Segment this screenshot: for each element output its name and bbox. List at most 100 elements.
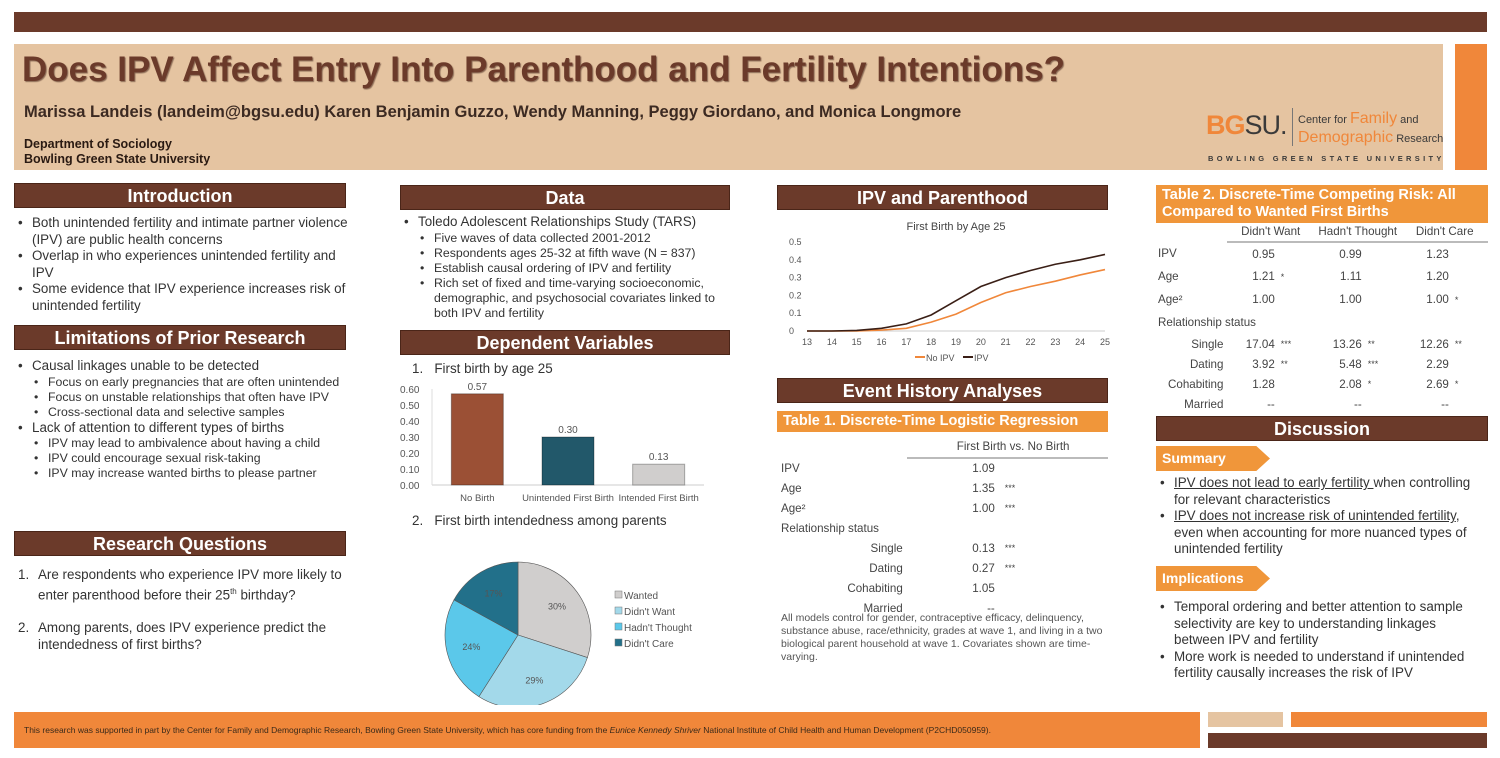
dv-item-2: 2. First birth intendedness among parent… bbox=[412, 513, 667, 528]
chart-title: First Birth by Age 25 bbox=[906, 221, 1005, 233]
list-item: Cross-sectional data and selective sampl… bbox=[14, 405, 350, 420]
logo-text: Center for bbox=[1298, 114, 1347, 126]
column-header: Hadn't Thought bbox=[1313, 222, 1402, 243]
research-questions-list: 1. Are respondents who experience IPV mor… bbox=[14, 567, 350, 670]
list-item: IPV does not increase risk of unintended… bbox=[1156, 508, 1488, 558]
row-label: IPV bbox=[1158, 247, 1177, 260]
list-item: Overlap in who experiences unintended fe… bbox=[14, 248, 350, 281]
cell-value: 1.00 bbox=[1339, 293, 1362, 306]
significance bbox=[1449, 394, 1488, 414]
emphasis: IPV does not lead to early fertility bbox=[1174, 475, 1374, 490]
y-tick-label: 0.10 bbox=[400, 465, 420, 476]
list-item: Five waves of data collected 2001-2012 bbox=[400, 231, 730, 246]
row-label: Age bbox=[781, 481, 802, 495]
footer-text: National Institute of Child Health and H… bbox=[700, 725, 991, 735]
table-row: Age² 1.00 1.00 1.00 * bbox=[1158, 288, 1488, 311]
section-ipv-parenthood: IPV and Parenthood bbox=[777, 185, 1108, 210]
cell-value: 0.95 bbox=[1252, 247, 1275, 261]
bar bbox=[541, 436, 595, 486]
cell-value: 0.99 bbox=[1339, 247, 1362, 261]
x-tick-label: 20 bbox=[976, 337, 986, 347]
significance: *** bbox=[1004, 483, 1016, 493]
cell-value: 2.69 bbox=[1426, 377, 1449, 391]
y-tick-label: 0 bbox=[789, 326, 794, 336]
list-item: Lack of attention to different types of … bbox=[14, 420, 350, 437]
table-row: Cohabiting 1.28 2.08 * 2.69 * bbox=[1158, 374, 1488, 394]
significance bbox=[1275, 242, 1314, 265]
logo-text: Research bbox=[1396, 133, 1444, 145]
section-research-questions: Research Questions bbox=[14, 531, 346, 556]
section-discussion: Discussion bbox=[1156, 416, 1488, 441]
slice-label: 17% bbox=[484, 589, 502, 599]
list-item: Focus on unstable relationships that oft… bbox=[14, 390, 350, 405]
x-tick-label: 18 bbox=[926, 337, 936, 347]
y-tick-label: 0.40 bbox=[400, 417, 420, 428]
list-item: Establish causal ordering of IPV and fer… bbox=[400, 261, 730, 276]
implications-label: Implications bbox=[1156, 566, 1270, 591]
cell-value: 12.26 bbox=[1419, 337, 1449, 351]
section-limitations: Limitations of Prior Research bbox=[14, 325, 346, 350]
legend-label: IPV bbox=[974, 353, 989, 363]
bar bbox=[450, 393, 504, 486]
list-item: IPV may increase wanted births to please… bbox=[14, 466, 350, 481]
significance bbox=[1275, 288, 1314, 311]
cell-value: 2.29 bbox=[1426, 357, 1449, 371]
question-text: birthday? bbox=[236, 586, 296, 602]
significance: *** bbox=[1004, 543, 1016, 553]
table2-title: Table 2. Discrete-Time Competing Risk: A… bbox=[1156, 185, 1488, 223]
table-row: Single 0.13 *** bbox=[781, 538, 1108, 558]
section-dependent-variables: Dependent Variables bbox=[400, 330, 730, 355]
poster-title: Does IPV Affect Entry Into Parenthood an… bbox=[22, 50, 1065, 89]
x-tick-label: 13 bbox=[802, 337, 812, 347]
research-question: 2. Among parents, does IPV experience pre… bbox=[14, 620, 350, 653]
legend-swatch bbox=[614, 622, 623, 631]
significance: *** bbox=[1004, 503, 1016, 513]
table-row: Age 1.21 * 1.11 1.20 bbox=[1158, 265, 1488, 288]
significance: ** bbox=[1280, 359, 1288, 369]
x-tick-label: 16 bbox=[876, 337, 886, 347]
y-tick-label: 0.20 bbox=[400, 449, 420, 460]
significance bbox=[995, 518, 1108, 538]
affiliation: Department of Sociology Bowling Green Sta… bbox=[24, 137, 210, 167]
dv-item-1: 1. First birth by age 25 bbox=[412, 361, 553, 376]
table2: Didn't Want Hadn't Thought Didn't Care IPV 0… bbox=[1158, 222, 1488, 414]
significance bbox=[1275, 394, 1314, 414]
cell-value: 5.48 bbox=[1339, 357, 1362, 371]
row-label: Age² bbox=[1158, 293, 1183, 306]
significance: *** bbox=[1004, 563, 1016, 573]
legend-swatch bbox=[614, 638, 623, 647]
cell-value: 1.11 bbox=[1340, 270, 1362, 283]
x-tick-label: 23 bbox=[1050, 337, 1060, 347]
row-label: Age bbox=[1158, 270, 1179, 283]
logo-university: BOWLING GREEN STATE UNIVERSITY bbox=[1208, 154, 1445, 163]
cell-value: 1.28 bbox=[1252, 377, 1275, 391]
logo-bg: BG bbox=[1206, 110, 1245, 140]
row-label: Cohabiting bbox=[1168, 377, 1224, 391]
table-row: Married -- bbox=[781, 598, 1108, 618]
y-tick-label: 0.00 bbox=[400, 481, 420, 492]
text: , even when accounting for more nuanced … bbox=[1174, 508, 1467, 556]
table-row: Dating 3.92 ** 5.48 *** 2.29 bbox=[1158, 354, 1488, 374]
cell-value bbox=[907, 518, 995, 538]
significance bbox=[995, 578, 1108, 598]
table-row: Age 1.35 *** bbox=[781, 478, 1108, 498]
list-item: Rich set of fixed and time-varying socio… bbox=[400, 276, 730, 321]
table-row: Relationship status bbox=[781, 518, 1108, 538]
table1: First Birth vs. No Birth IPV 1.09 Age 1.35 **… bbox=[781, 436, 1108, 618]
significance bbox=[1362, 288, 1402, 311]
significance: * bbox=[1280, 271, 1285, 282]
question-number: 2. bbox=[18, 620, 30, 636]
table-row: IPV 0.95 0.99 1.23 bbox=[1158, 242, 1488, 265]
cell-value: 1.23 bbox=[1426, 247, 1449, 261]
cell-value: 3.92 bbox=[1252, 357, 1275, 371]
significance bbox=[1449, 242, 1488, 265]
bar bbox=[632, 463, 686, 486]
row-label: Relationship status bbox=[781, 521, 879, 535]
question-text: Are respondents who experience IPV more … bbox=[38, 567, 342, 602]
table-row: IPV 1.09 bbox=[781, 458, 1108, 478]
column-header: Didn't Want bbox=[1227, 222, 1314, 243]
cell-value: 17.04 bbox=[1245, 337, 1275, 351]
significance bbox=[1449, 354, 1488, 374]
pie-slice bbox=[478, 634, 588, 705]
legend-swatch bbox=[614, 590, 623, 599]
